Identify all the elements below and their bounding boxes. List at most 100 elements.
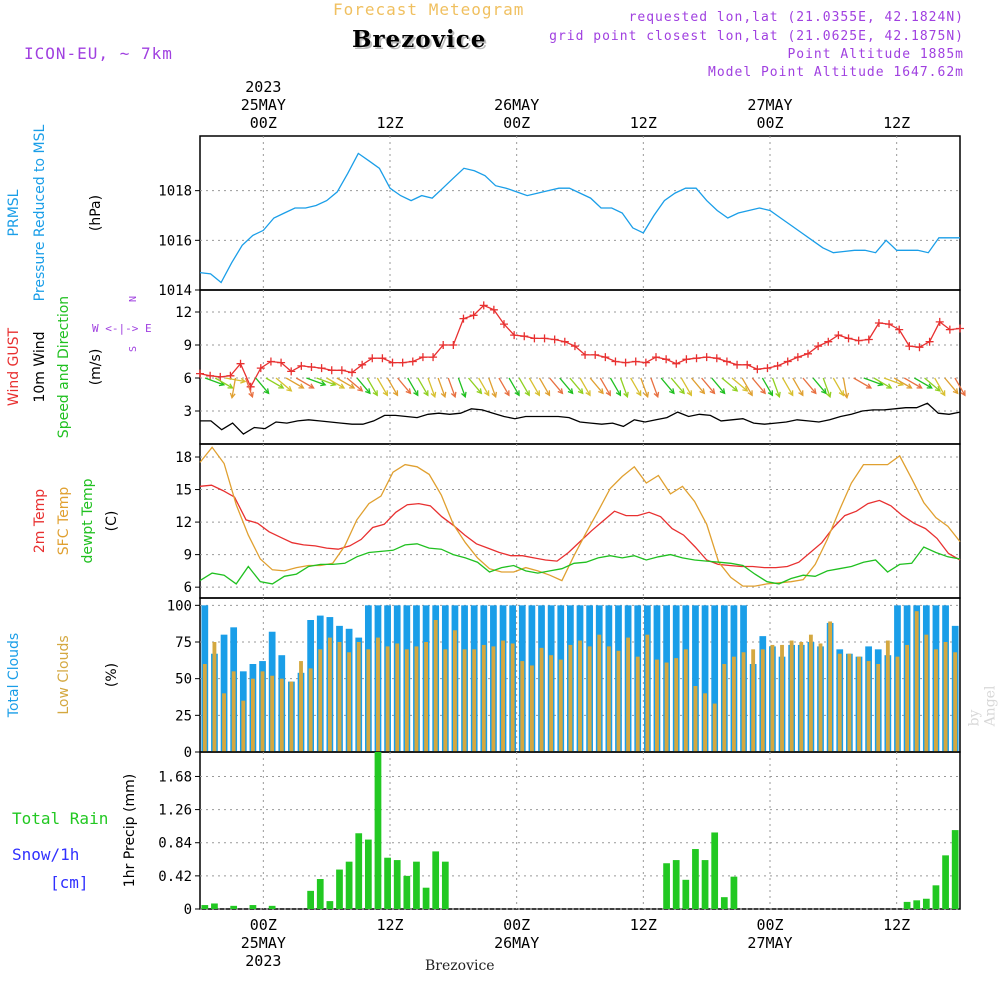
wind-arrow-7 <box>275 377 292 392</box>
wind-arrowhead-27 <box>484 390 490 397</box>
clouds-bar-low-clouds-55 <box>732 656 736 752</box>
station-title: Brezovice <box>352 26 487 53</box>
model-label: ICON-EU, ~ 7km <box>24 44 173 63</box>
requested-coordinates: requested lon,lat (21.0355E, 42.1824N) <box>628 10 964 25</box>
clouds-bar-low-clouds-38 <box>568 644 573 752</box>
wind-arrowhead-55 <box>767 390 774 397</box>
wind-arrow-15 <box>356 377 371 394</box>
precip-bar-total-rain-75 <box>922 898 930 909</box>
clouds-bar-low-clouds-49 <box>674 658 679 752</box>
clouds-bar-low-clouds-59 <box>770 644 775 752</box>
ytick-label-temperature-0: 6 <box>184 580 192 596</box>
gust-marker-9 <box>287 367 296 376</box>
wind-arrowhead-72 <box>940 390 946 397</box>
wind-arrowhead-32 <box>534 390 541 397</box>
gust-marker-71 <box>915 343 924 352</box>
precip-bar-total-rain-15 <box>345 861 353 909</box>
wind-arrowhead-60 <box>821 388 827 395</box>
wind-arrow-35 <box>559 377 574 394</box>
gust-marker-35 <box>550 335 559 344</box>
clouds-bar-low-clouds-58 <box>760 649 765 752</box>
wind-arrowhead-26 <box>476 388 483 395</box>
gust-marker-75 <box>956 324 964 333</box>
ytick-label-clouds-1: 25 <box>175 708 192 724</box>
wind-arrowhead-10 <box>320 380 327 387</box>
panel-frame-pressure <box>199 135 961 291</box>
ytick-label-temperature-2: 12 <box>175 515 192 531</box>
wind-arrowhead-49 <box>709 388 716 395</box>
clouds-bar-low-clouds-10 <box>299 661 303 752</box>
time-bottom-label-2-1: 26MAY <box>494 934 539 952</box>
panel-label-wind-3: (m/s) <box>88 349 104 386</box>
gust-marker-59 <box>793 353 802 362</box>
wind-arrowhead-28 <box>491 391 498 399</box>
wind-arrow-54 <box>751 377 766 394</box>
wind-arrow-27 <box>478 377 490 396</box>
gust-marker-73 <box>935 317 944 326</box>
wind-arrow-18 <box>386 377 399 396</box>
time-top-label-0-1: 25MAY <box>241 96 286 114</box>
wind-arrow-47 <box>680 377 692 396</box>
precip-bar-total-rain-74 <box>913 900 921 909</box>
wind-arrow-16 <box>366 377 378 396</box>
wind-arrow-60 <box>812 377 827 394</box>
clouds-bar-low-clouds-37 <box>558 659 563 752</box>
ytick-label-clouds-4: 100 <box>167 598 192 614</box>
panel-label-temperature-2: dewpt Temp <box>80 478 96 563</box>
wind-arrow-6 <box>265 377 284 389</box>
gust-marker-4 <box>236 359 245 368</box>
wind-arrow-40 <box>609 377 621 396</box>
precip-bar-total-rain-78 <box>951 830 959 909</box>
gust-marker-15 <box>348 368 356 377</box>
wind-arrow-3 <box>231 377 237 398</box>
gust-marker-40 <box>601 353 610 362</box>
precip-bar-total-rain-49 <box>672 860 680 909</box>
wind-arrow-44 <box>650 377 659 398</box>
wind-arrowhead-61 <box>825 391 832 399</box>
time-top-label-0-0: 00Z <box>250 114 277 132</box>
clouds-bar-low-clouds-15 <box>347 652 352 752</box>
clouds-bar-low-clouds-23 <box>424 642 428 752</box>
gust-marker-70 <box>905 342 914 351</box>
precip-label-snow: Snow/1h <box>12 845 79 864</box>
wind-arrow-50 <box>711 377 726 394</box>
time-bottom-label-1-0: 12Z <box>376 916 403 934</box>
gust-marker-69 <box>895 325 904 334</box>
gust-marker-7 <box>266 357 275 366</box>
wind-arrowhead-15 <box>365 388 371 395</box>
gust-marker-11 <box>307 363 316 371</box>
gust-marker-48 <box>682 355 691 364</box>
gust-marker-16 <box>358 360 367 369</box>
clouds-bar-low-clouds-67 <box>847 653 852 752</box>
ytick-label-pressure-0: 1014 <box>158 283 192 299</box>
wind-arrowhead-58 <box>798 390 804 397</box>
wind-arrowhead-25 <box>461 391 467 399</box>
wind-arrowhead-34 <box>557 388 564 395</box>
wind-arrow-56 <box>771 377 780 398</box>
gust-marker-52 <box>722 357 731 366</box>
gust-marker-54 <box>743 360 752 369</box>
wind-arrowhead-2 <box>240 377 247 384</box>
precip-bar-total-rain-76 <box>932 885 940 909</box>
wind-arrow-37 <box>579 377 591 396</box>
wind-arrow-17 <box>376 377 388 396</box>
wind-arrow-19 <box>397 377 411 394</box>
clouds-bar-low-clouds-66 <box>837 653 842 752</box>
clouds-bar-low-clouds-2 <box>222 693 226 752</box>
wind-arrowhead-19 <box>405 388 412 395</box>
wind-arrowhead-41 <box>623 391 629 399</box>
wind-arrow-43 <box>640 377 649 398</box>
panel-label-temperature-3: (C) <box>104 511 120 532</box>
time-top-label-5-0: 12Z <box>883 114 910 132</box>
wind-arrow-34 <box>549 377 563 394</box>
clouds-bar-low-clouds-4 <box>241 700 246 752</box>
watermark-title: Forecast Meteogram <box>333 0 525 19</box>
precip-bar-total-rain-55 <box>730 876 738 909</box>
wind-arrowhead-63 <box>843 392 850 400</box>
wind-arrowhead-46 <box>679 388 685 395</box>
clouds-bar-low-clouds-9 <box>289 681 294 752</box>
clouds-bar-low-clouds-21 <box>404 649 409 752</box>
ytick-label-pressure-2: 1018 <box>158 184 192 200</box>
clouds-bar-low-clouds-20 <box>395 643 400 752</box>
ytick-label-precip-1: 0.42 <box>158 869 192 885</box>
